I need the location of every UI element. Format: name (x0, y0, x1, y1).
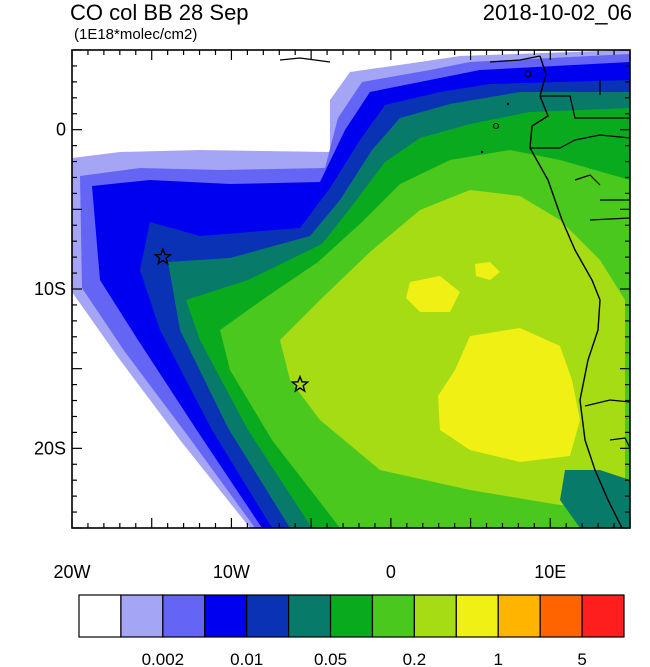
co-concentration-field (72, 50, 630, 528)
axis-tick-labels: 20W 10W 0 10E 0 10S 20S (34, 120, 566, 582)
colorbar-swatch (204, 594, 248, 638)
colorbar-swatch (288, 594, 332, 638)
colorbar-swatch (371, 594, 415, 638)
y-tick-label: 0 (56, 120, 66, 140)
colorbar-label: 0.05 (314, 650, 347, 667)
x-tick-label: 0 (386, 562, 396, 582)
colorbar-swatch (455, 594, 499, 638)
axis-ticks (71, 49, 631, 529)
colorbar-swatch (581, 594, 625, 638)
markers-layer (153, 247, 310, 393)
star-marker-west (153, 247, 173, 266)
colorbar: 0.002 0.01 0.05 0.2 1 5 (78, 594, 625, 667)
star-marker-south (290, 374, 310, 393)
units-label: (1E18*molec/cm2) (74, 26, 198, 43)
colorbar-label: 5 (577, 650, 586, 667)
y-tick-label: 20S (34, 438, 66, 458)
x-tick-label: 10E (534, 562, 566, 582)
colorbar-swatch (78, 594, 122, 638)
colorbar-label: 0.2 (403, 650, 427, 667)
colorbar-swatch (539, 594, 583, 638)
x-tick-label: 20W (53, 562, 90, 582)
colorbar-swatch (120, 594, 164, 638)
x-tick-label: 10W (213, 562, 250, 582)
plot-timestamp: 2018-10-02_06 (482, 0, 632, 25)
y-tick-label: 10S (34, 279, 66, 299)
colorbar-label: 1 (493, 650, 502, 667)
colorbar-swatch (162, 594, 206, 638)
colorbar-swatch (413, 594, 457, 638)
colorbar-swatch (246, 594, 290, 638)
colorbar-swatch (329, 594, 374, 638)
colorbar-label: 0.002 (142, 650, 185, 667)
colorbar-swatch (497, 594, 541, 638)
colorbar-label: 0.01 (230, 650, 263, 667)
plot-title: CO col BB 28 Sep (70, 0, 249, 25)
